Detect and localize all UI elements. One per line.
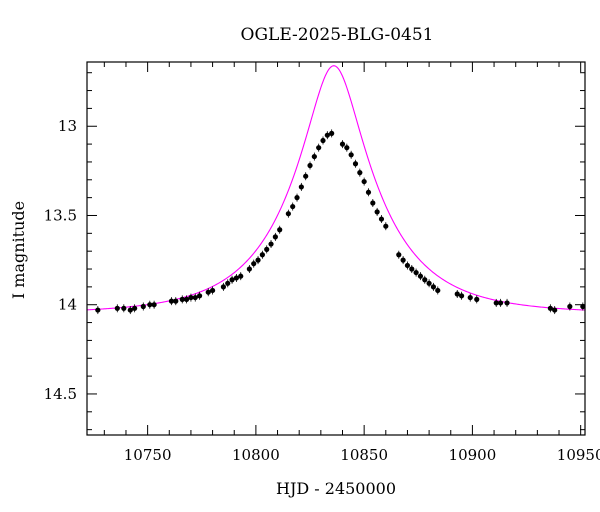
model-curve xyxy=(87,65,585,311)
y-tick-label: 13 xyxy=(58,117,77,135)
y-tick-label: 13.5 xyxy=(44,206,77,224)
plot-area xyxy=(87,65,585,315)
y-tick-label: 14.5 xyxy=(44,385,77,403)
x-tick-label: 10850 xyxy=(340,446,388,464)
plot-frame xyxy=(86,61,586,436)
x-tick-label: 10900 xyxy=(449,446,497,464)
x-tick-label: 10750 xyxy=(124,446,172,464)
x-tick-label: 10800 xyxy=(232,446,280,464)
chart-title: OGLE-2025-BLG-0451 xyxy=(241,25,434,45)
axis-ticks: 10750 10800 10850 10900 10950 13 13.5 14 14.5 xyxy=(44,62,600,464)
y-axis-label: I magnitude xyxy=(9,201,28,299)
x-axis-label: HJD - 2450000 xyxy=(276,479,396,498)
y-tick-label: 14 xyxy=(58,296,77,314)
x-tick-label: 10950 xyxy=(557,446,600,464)
